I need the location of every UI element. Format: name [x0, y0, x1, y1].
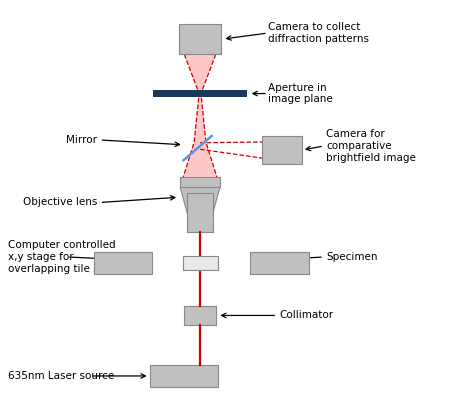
Text: Specimen: Specimen — [326, 252, 378, 262]
Text: Computer controlled
x,y stage for
overlapping tile scan: Computer controlled x,y stage for overla… — [9, 240, 118, 274]
Polygon shape — [194, 94, 206, 142]
Bar — [184, 306, 217, 324]
Bar — [250, 252, 309, 274]
Text: Camera to collect
diffraction patterns: Camera to collect diffraction patterns — [268, 22, 369, 44]
Text: Aperture in
image plane: Aperture in image plane — [268, 83, 333, 104]
Text: Objective lens: Objective lens — [23, 198, 97, 207]
Bar — [150, 365, 218, 387]
Bar — [180, 177, 220, 187]
Bar — [187, 193, 213, 232]
Bar — [262, 136, 302, 164]
Bar — [179, 24, 221, 54]
Bar — [94, 252, 152, 274]
Text: 635nm Laser source: 635nm Laser source — [9, 371, 115, 381]
Text: Collimator: Collimator — [280, 310, 334, 320]
Polygon shape — [183, 177, 217, 232]
Bar — [153, 90, 247, 97]
Polygon shape — [183, 142, 217, 177]
Polygon shape — [184, 54, 216, 94]
Text: Camera for
comparative
brightfield image: Camera for comparative brightfield image — [326, 129, 416, 163]
Bar — [182, 256, 218, 270]
Text: Mirror: Mirror — [66, 135, 97, 145]
Polygon shape — [180, 187, 220, 232]
